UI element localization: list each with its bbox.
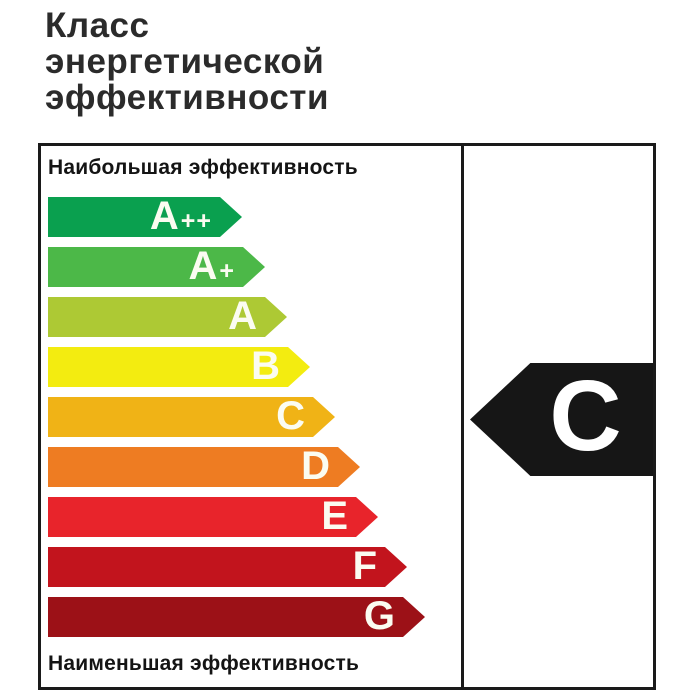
rating-pane: C bbox=[464, 146, 653, 687]
energy-label-box: Наибольшая эффективность A++ A+ A B C D E F G На… bbox=[38, 143, 656, 690]
class-arrow-list: A++ A+ A B C D E F G bbox=[48, 197, 461, 647]
rating-arrow: C bbox=[470, 363, 653, 476]
class-letter: A bbox=[228, 294, 257, 338]
class-row-f: F bbox=[48, 547, 461, 587]
class-letter-suffix: ++ bbox=[180, 207, 212, 235]
class-arrow-icon: A++ bbox=[48, 197, 242, 237]
class-arrow-icon: F bbox=[48, 547, 407, 587]
class-arrow-icon: D bbox=[48, 447, 360, 487]
class-arrow-icon: C bbox=[48, 397, 335, 437]
class-row-g: G bbox=[48, 597, 461, 637]
class-letter: F bbox=[352, 544, 377, 588]
page-title: Класс энергетической эффективности bbox=[45, 8, 329, 116]
class-row-b: B bbox=[48, 347, 461, 387]
efficiency-scale-pane: Наибольшая эффективность A++ A+ A B C D E F G На… bbox=[41, 146, 464, 687]
class-row-a+: A+ bbox=[48, 247, 461, 287]
rating-letter: C bbox=[549, 359, 622, 472]
class-arrow-icon: G bbox=[48, 597, 425, 637]
class-arrow-icon: B bbox=[48, 347, 310, 387]
class-row-d: D bbox=[48, 447, 461, 487]
class-letter: E bbox=[321, 494, 348, 538]
class-letter: C bbox=[276, 394, 305, 438]
lowest-efficiency-label: Наименьшая эффективность bbox=[48, 652, 360, 675]
class-row-c: C bbox=[48, 397, 461, 437]
class-letter-suffix: + bbox=[219, 257, 235, 285]
class-letter: A++ bbox=[149, 194, 212, 238]
class-row-a++: A++ bbox=[48, 197, 461, 237]
class-arrow-icon: E bbox=[48, 497, 378, 537]
class-letter: A+ bbox=[188, 244, 235, 288]
page-title-line: Класс bbox=[45, 6, 150, 45]
class-letter: D bbox=[301, 444, 330, 488]
class-row-e: E bbox=[48, 497, 461, 537]
class-row-a: A bbox=[48, 297, 461, 337]
class-letter: B bbox=[251, 344, 280, 388]
page-title-line: эффективности bbox=[45, 78, 329, 117]
page-title-line: энергетической bbox=[45, 42, 325, 81]
class-letter: G bbox=[363, 594, 395, 638]
class-arrow-icon: A+ bbox=[48, 247, 265, 287]
highest-efficiency-label: Наибольшая эффективность bbox=[48, 156, 358, 179]
class-arrow-icon: A bbox=[48, 297, 287, 337]
